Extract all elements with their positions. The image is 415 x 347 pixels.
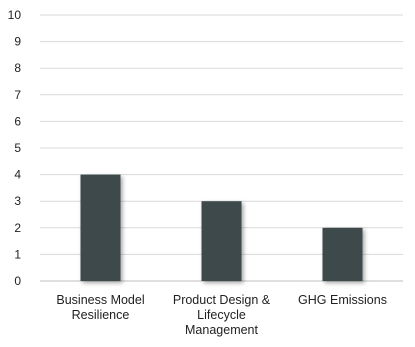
x-axis-category-labels: Business Model Resilience Product Design &… — [56, 293, 387, 337]
bar-2 — [322, 227, 363, 281]
bar-0 — [80, 174, 121, 281]
x-category-label: Business Model Resilience — [56, 293, 144, 322]
x-category-label-line: Product Design & — [173, 293, 271, 307]
y-axis-tick-labels: 0 1 2 3 4 5 6 7 8 9 10 — [8, 8, 22, 288]
bars — [80, 174, 363, 281]
y-tick-label: 5 — [14, 141, 21, 155]
y-tick-label: 8 — [14, 61, 21, 75]
y-tick-label: 7 — [14, 88, 21, 102]
x-category-label-line: Business Model — [56, 293, 144, 307]
bar-1 — [201, 201, 242, 281]
y-tick-label: 1 — [14, 247, 21, 261]
x-category-label-line: Lifecycle — [197, 308, 246, 322]
x-category-label-line: GHG Emissions — [298, 293, 387, 307]
x-category-label: Product Design & Lifecycle Management — [173, 293, 271, 337]
y-tick-label: 9 — [14, 35, 21, 49]
x-category-label-line: Resilience — [72, 308, 130, 322]
x-category-label: GHG Emissions — [298, 293, 387, 307]
x-category-label-line: Management — [185, 323, 258, 337]
y-tick-label: 10 — [8, 8, 22, 22]
y-tick-label: 6 — [14, 114, 21, 128]
y-tick-label: 3 — [14, 194, 21, 208]
y-tick-label: 0 — [14, 274, 21, 288]
y-tick-label: 4 — [14, 168, 21, 182]
y-tick-label: 2 — [14, 221, 21, 235]
